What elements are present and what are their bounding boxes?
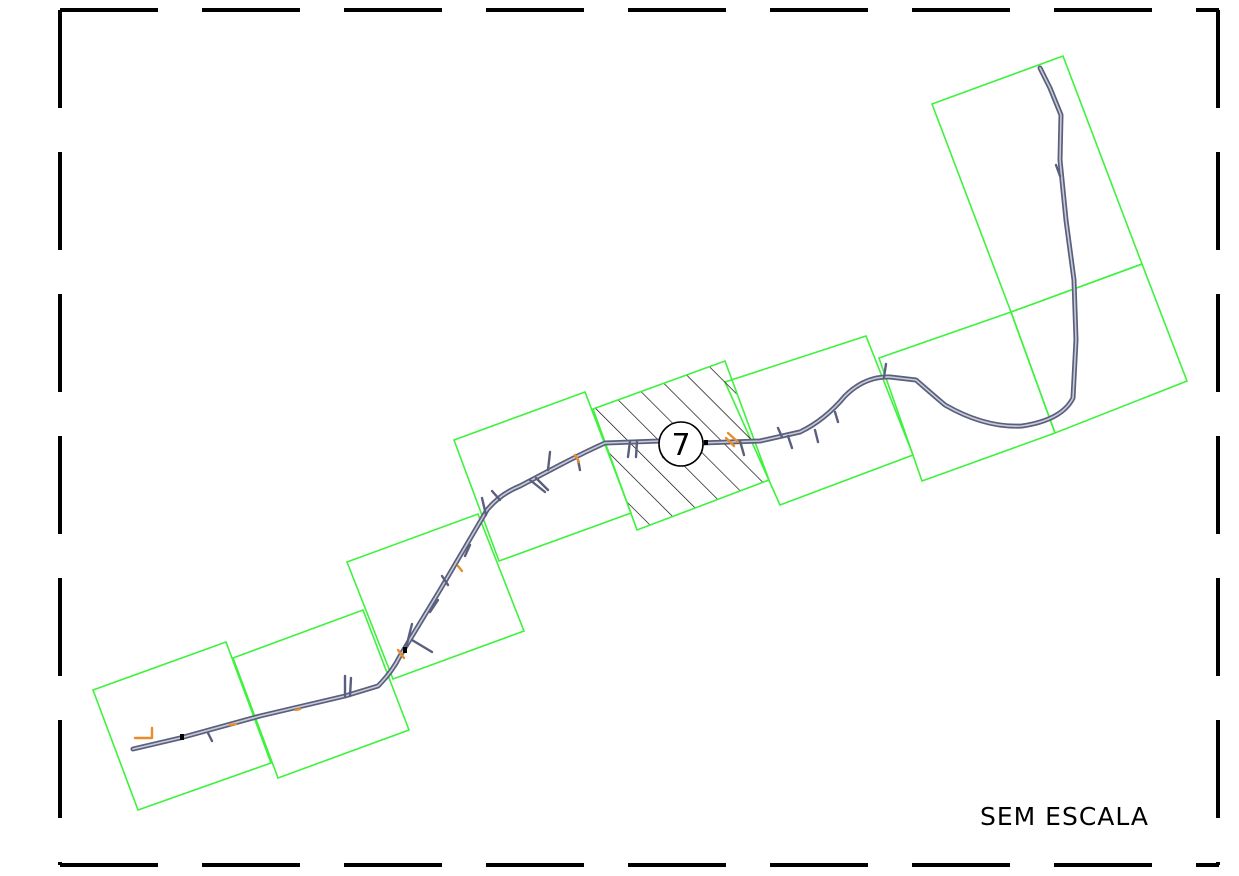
sheet-frame-1 [91,640,273,812]
road-centerline [132,67,1077,750]
sheet-frame-6 [877,310,1057,483]
side-streets [206,163,1062,743]
features-orange [133,431,740,740]
sheet-frame-2 [231,608,411,780]
point-markers [180,440,708,740]
sheet-number: 7 [671,428,690,463]
drawing-border [58,8,1220,867]
sheet-frame-3 [345,512,526,681]
sheet-frames [91,54,1189,812]
sheet-frame-8 [930,54,1144,314]
scale-note: SEM ESCALA [980,802,1150,831]
road-alignment [130,65,1079,752]
sheet-number-bubble: 7 [658,421,704,467]
sheet-frame-7 [1009,262,1189,435]
